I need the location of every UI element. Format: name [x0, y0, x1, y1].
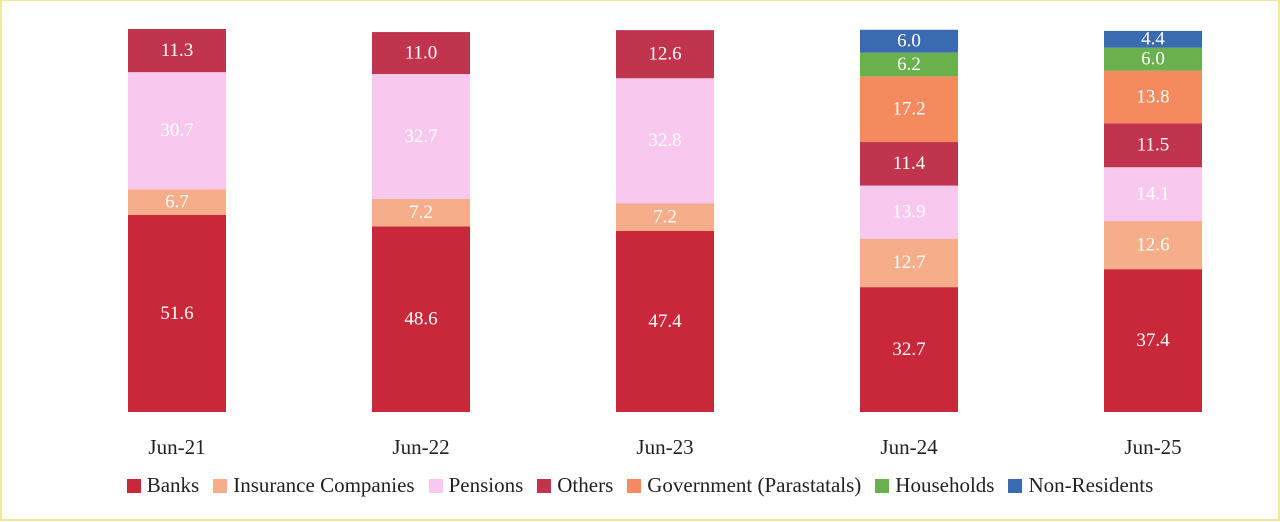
- bar-segment: [860, 238, 958, 288]
- data-label: 6.0: [1141, 49, 1165, 70]
- bar-segment: [1104, 70, 1202, 124]
- legend: Banks Insurance Companies Pensions Others Go…: [2, 473, 1278, 498]
- bar-segment: [860, 142, 958, 186]
- bar-segment: [128, 72, 226, 190]
- legend-swatch: [126, 478, 141, 493]
- legend-label: Non-Residents: [1028, 473, 1154, 497]
- bar-segment: [1104, 30, 1202, 48]
- data-label: 12.6: [648, 44, 681, 65]
- legend-label: Others: [557, 473, 614, 497]
- bar-segment: [128, 214, 226, 412]
- data-label: 13.8: [1136, 86, 1169, 107]
- data-label: 13.9: [892, 201, 925, 222]
- bar-segment: [1104, 269, 1202, 412]
- legend-swatch: [875, 478, 890, 493]
- data-label: 48.6: [404, 309, 437, 330]
- legend-item: Non-Residents: [1008, 473, 1153, 498]
- bar-segment: [616, 30, 714, 79]
- legend-swatch: [627, 478, 642, 493]
- legend-item: Government (Parastatals): [627, 473, 861, 498]
- data-label: 30.7: [160, 120, 193, 141]
- data-label: 11.5: [1137, 135, 1170, 156]
- bar-segment: [616, 231, 714, 412]
- legend-swatch: [1008, 478, 1023, 493]
- data-label: 37.4: [1136, 330, 1170, 351]
- bar-segment: [860, 29, 958, 53]
- legend-swatch: [213, 478, 228, 493]
- legend-item: Pensions: [428, 473, 524, 498]
- legend-swatch: [428, 478, 443, 493]
- legend-label: Insurance Companies: [233, 473, 415, 497]
- legend-item: Others: [537, 473, 613, 498]
- data-label: 32.7: [892, 339, 925, 360]
- data-label: 11.3: [161, 40, 194, 61]
- data-label: 12.6: [1136, 234, 1169, 255]
- data-label: 4.4: [1141, 29, 1165, 50]
- bar-segment: [860, 185, 958, 239]
- legend-label: Government (Parastatals): [647, 473, 862, 497]
- legend-label: Pensions: [448, 473, 524, 497]
- bar-segment: [128, 189, 226, 215]
- bar-segment: [616, 203, 714, 232]
- bar-segment: [1104, 123, 1202, 168]
- bar-segment: [860, 287, 958, 412]
- legend-label: Banks: [146, 473, 200, 497]
- legend-swatch: [537, 478, 552, 493]
- chart: 51.6 6.7 30.7 11.3 Jun-21 48.6 7.2 32.7 11.0 Jun-…: [128, 29, 1202, 459]
- x-tick-label: Jun-25: [1124, 435, 1181, 459]
- x-tick-label: Jun-22: [392, 435, 449, 459]
- data-label: 7.2: [653, 207, 677, 228]
- legend-item: Banks: [126, 473, 200, 498]
- x-tick-label: Jun-23: [636, 435, 693, 459]
- data-label: 11.0: [405, 42, 438, 63]
- data-label: 51.6: [160, 303, 193, 324]
- bar-segment: [860, 76, 958, 143]
- data-label: 7.2: [409, 202, 433, 223]
- bar-segment: [616, 78, 714, 204]
- data-label: 14.1: [1136, 184, 1169, 205]
- data-label: 6.7: [165, 192, 189, 213]
- bar-segment: [372, 32, 470, 75]
- data-label: 12.7: [892, 252, 925, 273]
- legend-item: Households: [875, 473, 994, 498]
- bar-segment: [1104, 167, 1202, 222]
- data-label: 6.2: [897, 54, 921, 75]
- bar-segment: [128, 29, 226, 73]
- bar-segment: [372, 198, 470, 227]
- data-label: 6.0: [897, 31, 921, 52]
- bar-segment: [1104, 47, 1202, 71]
- legend-item: Insurance Companies: [213, 473, 415, 498]
- data-label: 47.4: [648, 311, 682, 332]
- data-label: 17.2: [892, 99, 925, 120]
- bar-segment: [372, 74, 470, 199]
- x-tick-label: Jun-24: [880, 435, 938, 459]
- bar-segment: [1104, 221, 1202, 270]
- bar-segment: [372, 226, 470, 412]
- data-label: 32.7: [404, 126, 437, 147]
- data-label: 11.4: [893, 153, 926, 174]
- x-tick-label: Jun-21: [148, 435, 205, 459]
- data-label: 32.8: [648, 130, 681, 151]
- legend-label: Households: [895, 473, 995, 497]
- bar-segment: [860, 52, 958, 77]
